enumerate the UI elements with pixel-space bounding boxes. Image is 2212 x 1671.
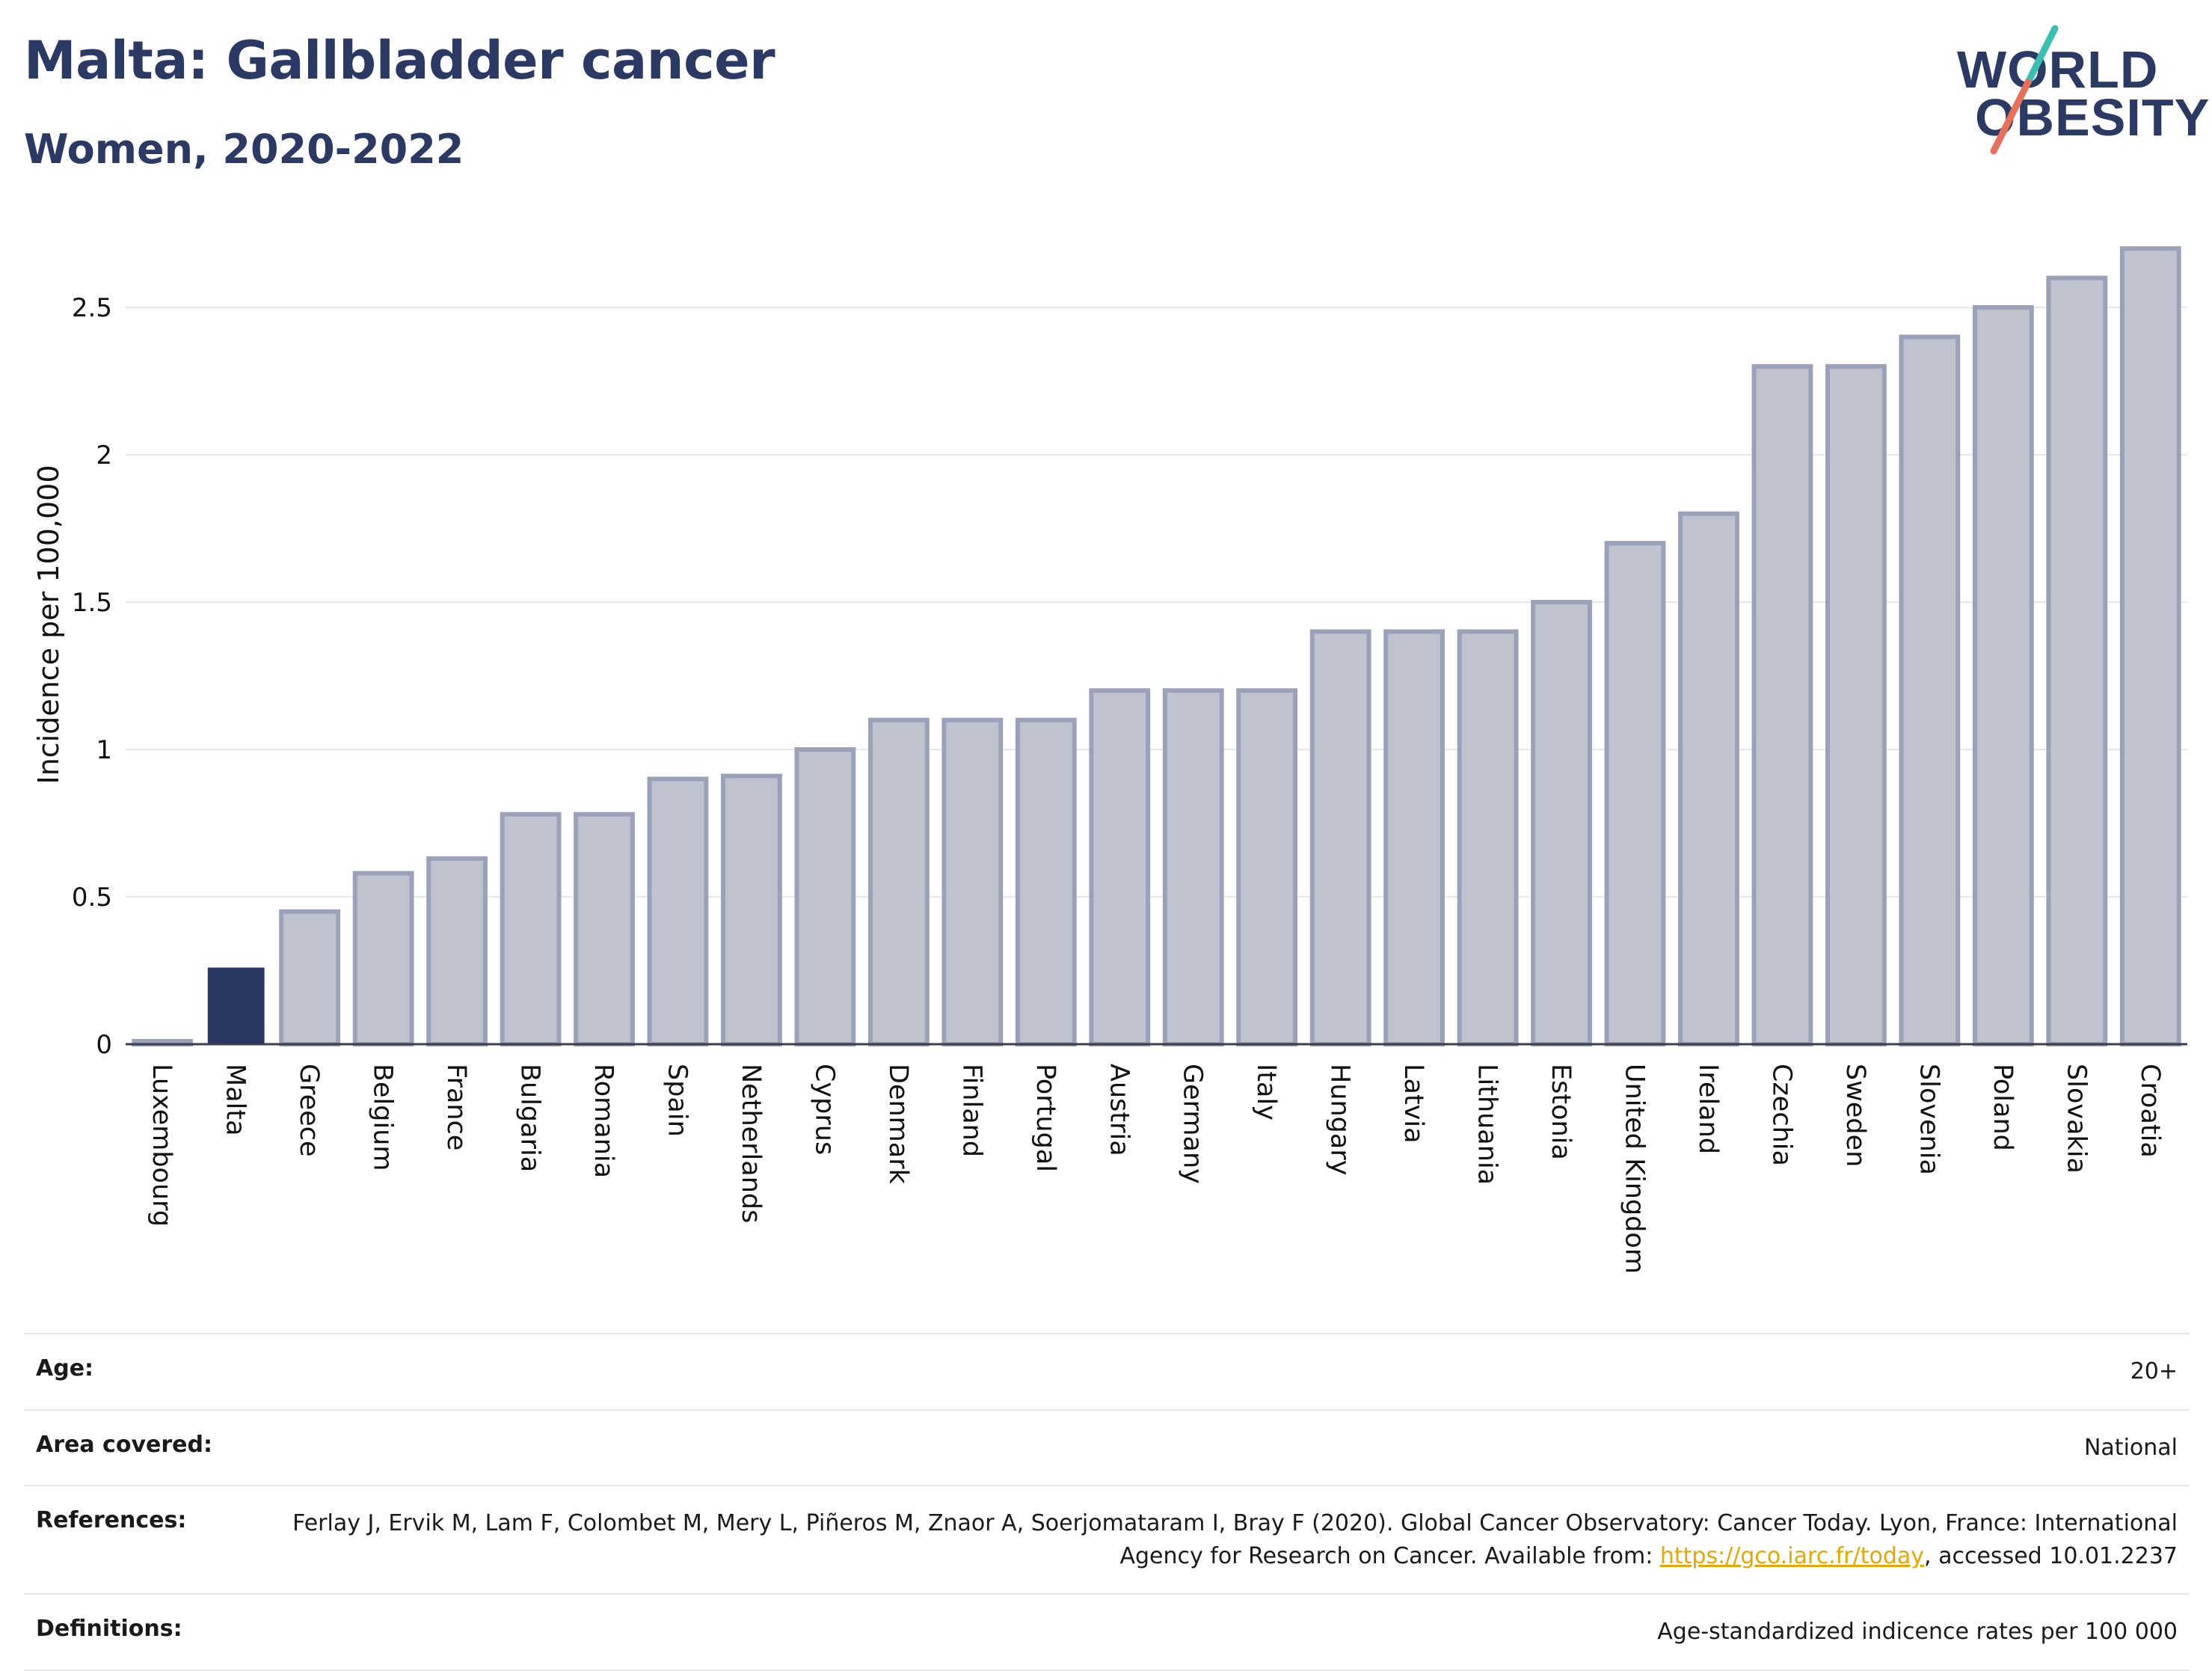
x-tick-label: Belgium	[368, 1064, 398, 1171]
bar-portugal	[1015, 717, 1077, 1046]
bar-cyprus	[794, 747, 856, 1046]
x-tick-label: Netherlands	[736, 1064, 766, 1223]
y-tick-label: 1.5	[72, 588, 112, 618]
bar-france	[426, 856, 488, 1047]
bar-netherlands	[721, 773, 782, 1046]
info-table: Age: 20+ Area covered: National Referenc…	[24, 1333, 2190, 1671]
bar-latvia	[1383, 629, 1446, 1046]
x-tick-label: Czechia	[1766, 1064, 1796, 1166]
axes: 0 0.5 1 1.5 2 2.5 Luxembourg Malta Greece Belgium…	[72, 293, 2187, 1274]
x-tick-label: Malta	[221, 1064, 251, 1136]
definitions-label: Definitions:	[36, 1616, 182, 1642]
x-tick-label: Croatia	[2135, 1064, 2165, 1158]
age-value: 20+	[2130, 1358, 2178, 1385]
x-tick-label: Slovakia	[2061, 1064, 2091, 1174]
bars	[132, 246, 2181, 1047]
info-row-definitions: Definitions: Age-standardized indicence …	[24, 1594, 2190, 1670]
references-suffix: , accessed 10.01.2237	[1924, 1542, 2178, 1569]
x-tick-label: Portugal	[1030, 1064, 1060, 1172]
bar-bulgaria	[500, 812, 562, 1047]
x-tick-label: Denmark	[883, 1064, 913, 1185]
age-label: Age:	[36, 1355, 94, 1382]
x-tick-label: Estonia	[1546, 1064, 1576, 1160]
bar-czechia	[1751, 364, 1813, 1046]
bar-italy	[1236, 688, 1298, 1046]
bar-malta	[207, 967, 265, 1044]
definitions-value: Age-standardized indicence rates per 100…	[1657, 1619, 2178, 1645]
bar-united-kingdom	[1604, 541, 1666, 1046]
references-value: Ferlay J, Ervik M, Lam F, Colombet M, Me…	[224, 1485, 2190, 1594]
x-tick-label: Germany	[1178, 1064, 1208, 1184]
bar-slovakia	[2046, 275, 2108, 1047]
x-tick-label: Greece	[294, 1064, 324, 1157]
bar-belgium	[352, 871, 414, 1046]
bar-poland	[1972, 305, 2034, 1046]
bar-hungary	[1309, 629, 1371, 1046]
bar-sweden	[1825, 364, 1887, 1046]
info-row-area: Area covered: National	[24, 1409, 2190, 1486]
y-tick-label: 2.5	[72, 293, 112, 323]
area-label: Area covered:	[36, 1431, 212, 1458]
x-tick-label: Finland	[956, 1064, 986, 1157]
y-tick-label: 2	[96, 441, 112, 470]
bar-austria	[1089, 688, 1151, 1046]
x-tick-label: Lithuania	[1472, 1064, 1502, 1185]
area-value: National	[2083, 1434, 2178, 1461]
references-link[interactable]: https://gco.iarc.fr/today	[1659, 1542, 1925, 1569]
x-tick-label: Poland	[1988, 1064, 2018, 1151]
bar-romania	[574, 812, 635, 1047]
x-tick-label: United Kingdom	[1620, 1064, 1650, 1274]
bar-denmark	[867, 717, 930, 1046]
x-tick-label: Italy	[1251, 1064, 1281, 1120]
y-tick-label: 1	[96, 735, 112, 765]
x-tick-label: Romania	[589, 1064, 618, 1178]
bar-germany	[1162, 688, 1224, 1046]
references-text: Ferlay J, Ervik M, Lam F, Colombet M, Me…	[292, 1510, 2178, 1569]
x-tick-label: Bulgaria	[515, 1064, 545, 1172]
x-tick-label: France	[441, 1064, 471, 1150]
x-tick-label: Ireland	[1693, 1064, 1723, 1154]
bar-spain	[647, 776, 709, 1047]
bar-ireland	[1678, 511, 1739, 1046]
x-tick-label: Luxembourg	[147, 1064, 176, 1227]
info-row-references: References: Ferlay J, Ervik M, Lam F, Co…	[24, 1485, 2190, 1594]
x-tick-label: Slovenia	[1914, 1064, 1944, 1175]
chart-subtitle: Women, 2020-2022	[24, 126, 464, 173]
x-tick-label: Cyprus	[809, 1064, 839, 1155]
bar-slovenia	[1899, 334, 1961, 1046]
logo-slash-icon	[1990, 25, 2059, 155]
y-axis-label: Incidence per 100,000	[32, 464, 65, 784]
references-label: References:	[36, 1507, 187, 1533]
bar-croatia	[2119, 246, 2181, 1047]
x-tick-label: Sweden	[1840, 1064, 1870, 1167]
y-tick-label: 0.5	[72, 883, 112, 913]
bar-greece	[279, 909, 341, 1046]
y-tick-label: 0	[96, 1030, 112, 1060]
x-tick-label: Spain	[662, 1064, 692, 1137]
x-tick-label: Austria	[1104, 1064, 1134, 1156]
bar-finland	[941, 717, 1004, 1046]
bar-chart: 0 0.5 1 1.5 2 2.5 Luxembourg Malta Greece Belgium…	[32, 246, 2187, 1274]
x-tick-label: Latvia	[1398, 1064, 1428, 1144]
bar-lithuania	[1457, 629, 1519, 1046]
logo-text-world: WORLD	[1957, 40, 2159, 99]
chart-title: Malta: Gallbladder cancer	[24, 30, 775, 91]
bar-estonia	[1531, 600, 1592, 1046]
world-obesity-logo: WORLD OBESITY	[1944, 22, 2209, 157]
info-row-age: Age: 20+	[24, 1334, 2190, 1410]
x-tick-label: Hungary	[1325, 1064, 1355, 1175]
